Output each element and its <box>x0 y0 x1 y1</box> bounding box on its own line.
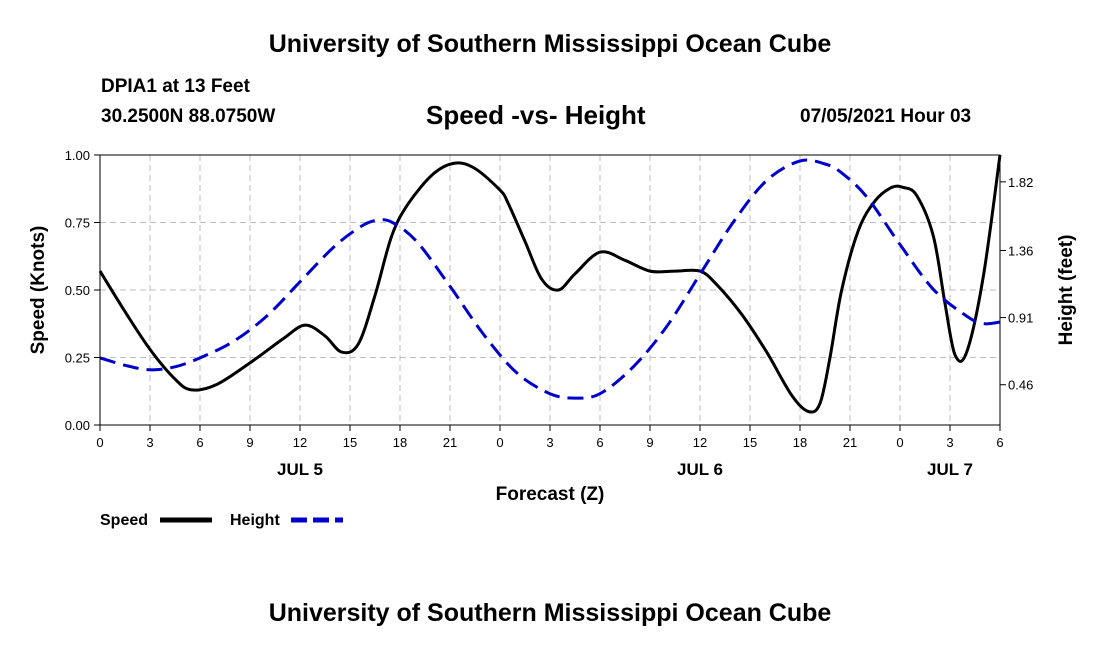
x-tick-label: 12 <box>293 435 307 450</box>
y2-axis-title: Height (feet) <box>1056 235 1077 346</box>
series-line-speed <box>98 154 1002 414</box>
x-tick-label: 21 <box>843 435 857 450</box>
y-tick-label: 0.75 <box>65 216 90 231</box>
date-label: JUL 6 <box>677 460 723 479</box>
x-tick-label: 0 <box>896 435 903 450</box>
chart-subtitle: Speed -vs- Height <box>426 100 646 130</box>
forecast-datetime: 07/05/2021 Hour 03 <box>800 106 972 127</box>
x-tick-label: 3 <box>146 435 153 450</box>
x-tick-label: 0 <box>496 435 503 450</box>
series-line-height <box>99 158 1001 400</box>
x-tick-label: 6 <box>596 435 603 450</box>
x-tick-label: 6 <box>196 435 203 450</box>
y2-tick-label: 1.82 <box>1008 175 1033 190</box>
y2-tick-label: 0.91 <box>1008 311 1033 326</box>
legend-label-speed: Speed <box>100 512 148 529</box>
page-title: University of Southern Mississippi Ocean… <box>268 30 832 58</box>
footer-title: University of Southern Mississippi Ocean… <box>268 599 832 627</box>
x-tick-label: 18 <box>793 435 807 450</box>
series-lines <box>98 154 1002 414</box>
x-tick-label: 15 <box>343 435 357 450</box>
axes: 0 3 6 9 12 15 18 21 0 3 6 9 12 15 18 21 0 3 6 0.00 0.25 0.50 0… <box>65 148 1034 479</box>
x-tick-label: 3 <box>546 435 553 450</box>
x-tick-label: 21 <box>443 435 457 450</box>
y-axis-title: Speed (Knots) <box>28 226 49 355</box>
coordinates-label: 30.2500N 88.0750W <box>101 106 276 127</box>
station-label: DPIA1 at 13 Feet <box>101 76 250 97</box>
x-tick-label: 3 <box>946 435 953 450</box>
y2-tick-label: 0.46 <box>1008 378 1033 393</box>
y2-tick-label: 1.36 <box>1008 243 1033 258</box>
grid-lines <box>100 155 1000 425</box>
y-tick-label: 0.00 <box>65 418 90 433</box>
date-label: JUL 7 <box>927 460 973 479</box>
legend: Speed Height <box>100 512 343 529</box>
x-tick-label: 9 <box>246 435 253 450</box>
x-tick-label: 15 <box>743 435 757 450</box>
y-tick-label: 0.25 <box>65 351 90 366</box>
x-tick-label: 0 <box>96 435 103 450</box>
x-tick-label: 18 <box>393 435 407 450</box>
x-tick-label: 9 <box>646 435 653 450</box>
date-label: JUL 5 <box>277 460 323 479</box>
legend-label-height: Height <box>230 512 280 529</box>
y-tick-label: 1.00 <box>65 148 90 163</box>
x-tick-label: 12 <box>693 435 707 450</box>
x-axis-title: Forecast (Z) <box>496 484 605 505</box>
x-tick-label: 6 <box>996 435 1003 450</box>
y-tick-label: 0.50 <box>65 283 90 298</box>
